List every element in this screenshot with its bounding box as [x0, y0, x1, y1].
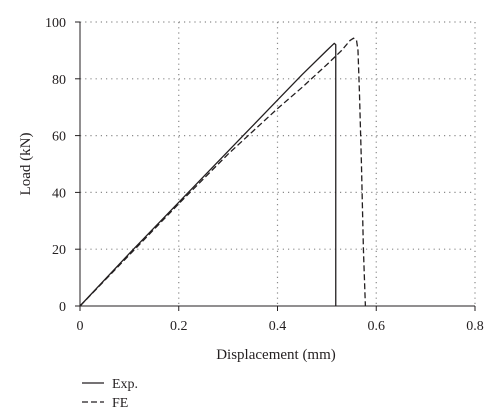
legend-label: FE	[112, 396, 128, 411]
y-tick-label: 80	[52, 73, 66, 88]
x-tick-label: 0.2	[170, 319, 188, 334]
tick-labels: 0 0.2 0.4 0.6 0.8 0 20 40 60 80 100	[45, 16, 484, 334]
y-tick-label: 60	[52, 130, 66, 145]
legend: Exp. FE	[82, 377, 138, 411]
x-axis-title: Displacement (mm)	[216, 347, 336, 363]
y-tick-label: 40	[52, 186, 66, 201]
series-lines	[79, 37, 367, 307]
series-line-exp	[79, 42, 337, 307]
x-tick-label: 0.8	[466, 319, 484, 334]
y-tick-label: 0	[59, 300, 66, 315]
grid-lines	[80, 21, 476, 306]
y-tick-label: 20	[52, 243, 66, 258]
x-tick-label: 0	[77, 319, 84, 334]
x-tick-label: 0.6	[368, 319, 386, 334]
legend-label: Exp.	[112, 377, 138, 392]
series-line-fe	[79, 37, 367, 307]
y-axis-title: Load (kN)	[18, 133, 34, 196]
x-tick-label: 0.4	[269, 319, 287, 334]
y-tick-label: 100	[45, 16, 66, 31]
